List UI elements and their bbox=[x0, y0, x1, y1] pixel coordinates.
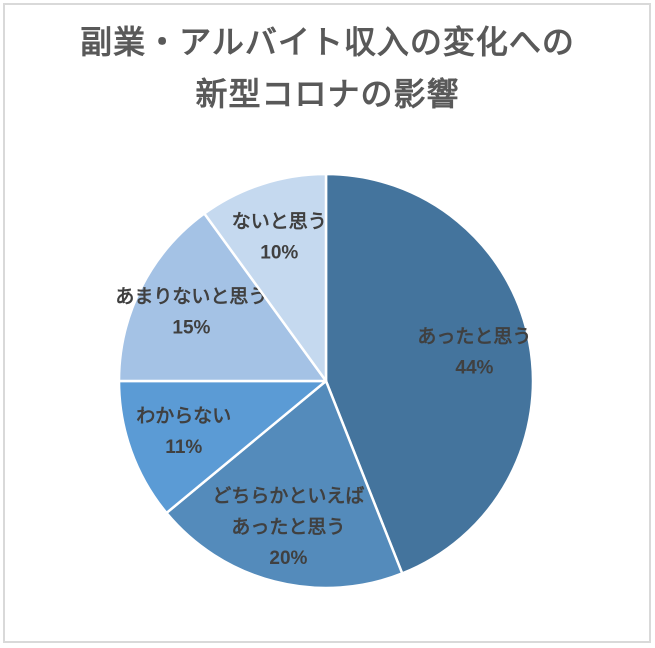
chart-title-line-2: 新型コロナの影響 bbox=[195, 76, 460, 112]
slice-label-4: あまりないと思う 15% bbox=[115, 285, 267, 338]
pie-slice-2 bbox=[165, 379, 404, 590]
slice-label-5: ないと思う 10% bbox=[232, 210, 327, 263]
pie-slice-3 bbox=[117, 379, 328, 515]
pie-slice-1 bbox=[324, 172, 535, 575]
slice-label-2: どちらかといえばあったと思う 20% bbox=[212, 485, 364, 569]
chart-title: 副業・アルバイト収入の変化への 新型コロナの影響 bbox=[0, 16, 655, 120]
slice-label-3: わからない 11% bbox=[136, 405, 231, 458]
slice-label-1: あったと思う 44% bbox=[417, 326, 531, 379]
pie-slice-5 bbox=[203, 172, 328, 383]
pie-slice-4 bbox=[117, 212, 328, 383]
chart-title-line-1: 副業・アルバイト収入の変化への bbox=[80, 24, 575, 60]
